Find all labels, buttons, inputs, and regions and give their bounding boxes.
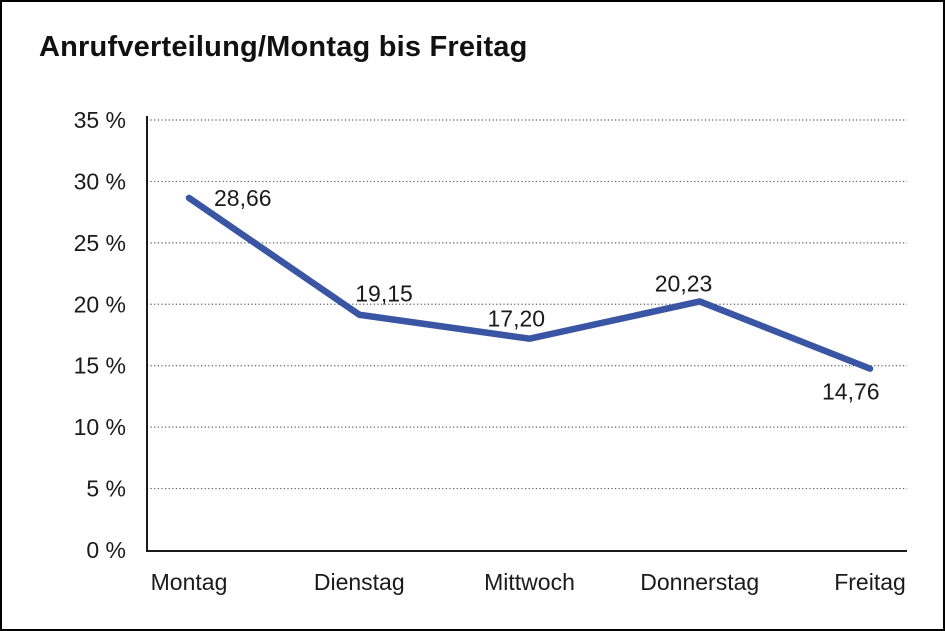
y-tick-label: 15 %: [74, 353, 126, 379]
y-tick-label: 30 %: [74, 168, 126, 194]
x-category-label: Donnerstag: [640, 569, 759, 595]
series-line: [185, 194, 874, 372]
x-category-label: Mittwoch: [484, 569, 575, 595]
y-tick-label: 25 %: [74, 230, 126, 256]
y-tick-label: 35 %: [74, 107, 126, 133]
data-label: 20,23: [655, 270, 713, 296]
data-label: 28,66: [214, 185, 272, 211]
y-tick-label: 0 %: [86, 537, 126, 563]
x-category-label: Dienstag: [314, 569, 405, 595]
x-category-label: Montag: [151, 569, 228, 595]
y-tick-label: 20 %: [74, 291, 126, 317]
y-tick-label: 10 %: [74, 414, 126, 440]
chart-title: Anrufverteilung/Montag bis Freitag: [39, 31, 528, 63]
y-tick-label: 5 %: [86, 476, 126, 502]
x-category-label: Freitag: [834, 569, 906, 595]
data-label: 19,15: [355, 281, 413, 307]
data-label: 17,20: [488, 306, 546, 332]
data-label: 14,76: [822, 379, 880, 405]
